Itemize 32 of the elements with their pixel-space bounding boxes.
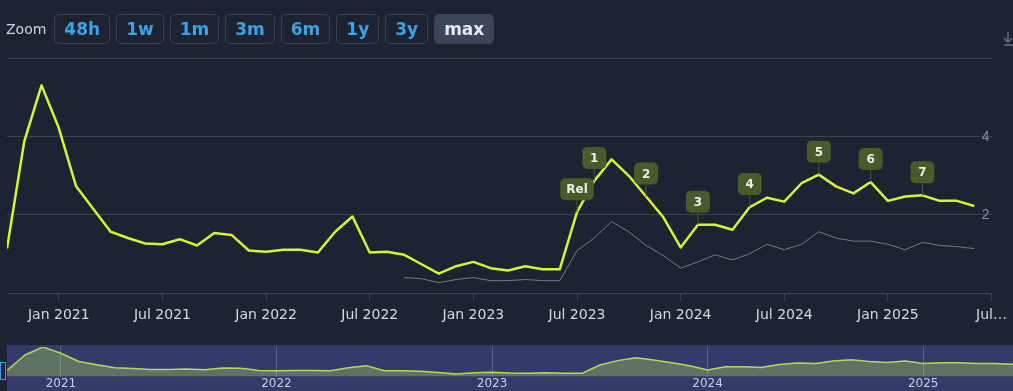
annotation: 5 (814, 144, 824, 159)
annotation: 4 (745, 177, 754, 192)
annotation: 6 (866, 152, 875, 167)
x-tick-label: 2025 (907, 375, 939, 390)
x-tick-label: 2021 (45, 375, 77, 390)
text: 1w (116, 14, 164, 44)
x-tick-label: Jul 2022 (340, 306, 399, 323)
x-tick-label: Jul 2021 (132, 306, 191, 323)
annotation: 3 (693, 194, 703, 209)
x-tick-label: Jul 2023 (547, 306, 606, 323)
x-tick-label: Jan 2021 (26, 306, 90, 323)
x-tick-label: Jan 2024 (648, 306, 712, 323)
x-tick-label: Jan 2023 (441, 306, 505, 323)
x-tick-label: Jan 2022 (234, 306, 297, 323)
annotation: 2 (641, 166, 651, 181)
x-tick-label: Jan 2025 (856, 306, 919, 323)
annotation: 7 (918, 165, 927, 180)
text: max (434, 14, 495, 44)
text: 6m (280, 14, 331, 44)
annotation: 1 (590, 151, 599, 166)
x-tick-label: 2023 (476, 375, 508, 390)
text: 1y (336, 14, 380, 44)
text: 3y (385, 14, 429, 44)
annotation: Rel (566, 182, 588, 197)
text: Zoom (6, 21, 47, 37)
x-tick-label: 2022 (261, 375, 292, 390)
text: 3m (225, 14, 275, 44)
x-tick-label: Jul… (975, 306, 1008, 323)
text: 1m (169, 14, 220, 44)
x-tick-label: Jul 2024 (754, 306, 813, 323)
x-tick-label: 2024 (692, 375, 723, 390)
text: 48h (54, 14, 111, 44)
